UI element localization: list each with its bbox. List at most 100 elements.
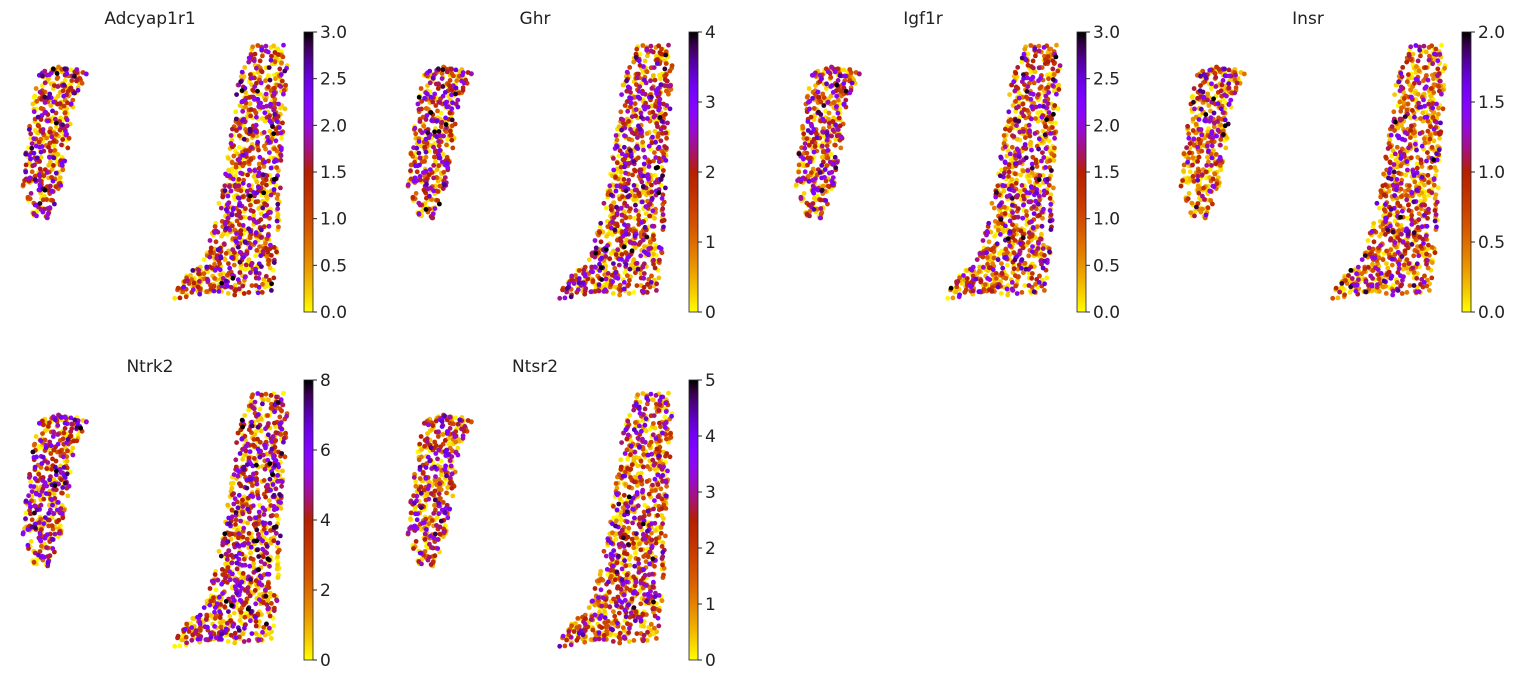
cell-point <box>649 44 654 49</box>
cell-point <box>1416 92 1421 97</box>
cell-point <box>1405 290 1410 295</box>
cell-point <box>258 59 263 64</box>
panel-title: Igf1r <box>903 9 943 29</box>
cell-point <box>653 180 658 185</box>
cell-point <box>48 148 53 153</box>
cell-point <box>258 253 263 258</box>
cell-point <box>254 220 259 225</box>
cell-point <box>1003 211 1008 216</box>
cell-point <box>80 81 85 86</box>
cell-point <box>945 296 950 301</box>
cell-point <box>268 78 273 83</box>
cell-point <box>646 172 651 177</box>
cell-point <box>249 107 254 112</box>
cell-point <box>276 102 281 107</box>
cell-point <box>421 124 426 129</box>
cell-point <box>986 221 991 226</box>
cell-point <box>1190 95 1195 100</box>
cell-point <box>646 246 651 251</box>
cell-point <box>1024 190 1029 195</box>
cell-point <box>65 123 70 128</box>
cell-point <box>424 207 429 212</box>
cell-point <box>252 84 257 89</box>
cell-point <box>819 198 824 203</box>
cell-point <box>267 258 272 263</box>
cell-point <box>48 130 53 135</box>
cell-point <box>808 159 813 164</box>
cell-point <box>994 276 999 281</box>
cell-point <box>664 158 669 163</box>
cell-point <box>29 191 34 196</box>
cell-point <box>51 66 56 71</box>
cell-point <box>837 116 842 121</box>
cell-point <box>34 99 39 104</box>
cell-point <box>413 126 418 131</box>
cell-point <box>1005 287 1010 292</box>
cell-point <box>844 89 849 94</box>
cell-point <box>259 81 264 86</box>
cell-point <box>64 71 69 76</box>
cell-point <box>820 188 825 193</box>
cell-point <box>1022 47 1027 52</box>
cell-point <box>659 82 664 87</box>
cell-point <box>1046 76 1051 81</box>
cell-point <box>55 75 60 80</box>
cell-point <box>422 96 427 101</box>
cell-point <box>639 220 644 225</box>
cell-point <box>264 183 269 188</box>
cell-point <box>45 73 50 78</box>
cell-point <box>1013 88 1018 93</box>
cell-point <box>1051 77 1056 82</box>
cell-point <box>651 258 656 263</box>
cell-point <box>219 256 224 261</box>
cell-point <box>1030 170 1035 175</box>
cell-point <box>641 289 646 294</box>
cell-point <box>273 59 278 64</box>
cell-point <box>248 114 253 119</box>
cell-point <box>1442 66 1447 71</box>
cell-point <box>429 118 434 123</box>
cell-point <box>51 179 56 184</box>
cell-point <box>449 88 454 93</box>
cell-point <box>604 247 609 252</box>
cell-point <box>1050 83 1055 88</box>
cell-point <box>809 115 814 120</box>
cell-point <box>594 246 599 251</box>
cell-point <box>615 144 620 149</box>
cell-point <box>656 43 661 48</box>
cell-point <box>658 101 663 106</box>
cell-point <box>414 191 419 196</box>
cell-point <box>45 170 50 175</box>
cell-point <box>1011 79 1016 84</box>
cell-point <box>62 159 67 164</box>
cell-point <box>250 283 255 288</box>
cell-point <box>263 98 268 103</box>
cell-point <box>213 268 218 273</box>
cell-point <box>1040 150 1045 155</box>
cell-point <box>610 279 615 284</box>
cell-point <box>237 287 242 292</box>
cell-point <box>444 122 449 127</box>
cell-point <box>245 189 250 194</box>
cell-point <box>829 65 834 70</box>
colorbar-tick-label: 2 <box>705 163 716 183</box>
colorbar: 0.00.51.01.52.02.53.0 <box>304 23 347 323</box>
cell-point <box>842 68 847 73</box>
cell-point <box>45 119 50 124</box>
cell-point <box>655 61 660 66</box>
cell-point <box>597 282 602 287</box>
cell-point <box>213 224 218 229</box>
cell-point <box>655 57 660 62</box>
cell-point <box>253 253 258 258</box>
cell-point <box>1422 183 1427 188</box>
cell-point <box>817 95 822 100</box>
cell-point <box>978 251 983 256</box>
cell-point <box>239 228 244 233</box>
cell-point <box>639 180 644 185</box>
cell-point <box>582 292 587 297</box>
cell-point <box>646 176 651 181</box>
cell-point <box>437 202 442 207</box>
cell-point <box>232 263 237 268</box>
cell-point <box>441 170 446 175</box>
cell-point <box>668 84 673 89</box>
